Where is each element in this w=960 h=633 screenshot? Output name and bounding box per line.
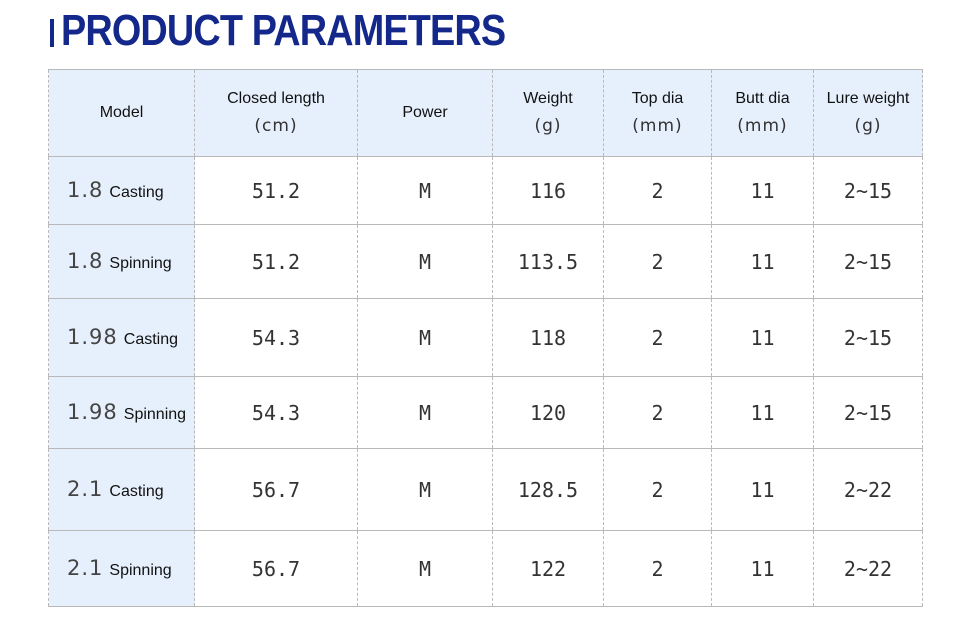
model-type: Spinning (109, 562, 172, 579)
table-row: 1.98 Spinning 54.3 M 120 2 11 2~15 (48, 376, 923, 449)
butt-cell: 11 (711, 298, 814, 377)
power-cell: M (357, 156, 493, 225)
weight-cell: 116 (492, 156, 604, 225)
model-cell: 2.1 Spinning (48, 530, 195, 607)
model-type: Spinning (123, 406, 187, 423)
butt-cell: 11 (711, 530, 814, 607)
weight-cell: 128.5 (492, 448, 604, 531)
table-row: 1.8 Casting 51.2 M 116 2 11 2~15 (48, 156, 923, 225)
butt-cell: 11 (711, 448, 814, 531)
column-header: Lure weight (g) (813, 69, 923, 157)
power-cell: M (357, 448, 493, 531)
header-label: Lure weight (826, 90, 910, 107)
model-type: Casting (109, 184, 164, 201)
top-cell: 2 (603, 156, 712, 225)
table-row: 2.1 Spinning 56.7 M 122 2 11 2~22 (48, 530, 923, 607)
header-row: Model Closed length (cm) Power Weight (g) Top … (48, 69, 923, 157)
power-cell: M (357, 224, 493, 299)
power-cell: M (357, 530, 493, 607)
header-unit: (mm) (737, 116, 788, 136)
header-label: Power (402, 104, 448, 121)
model-cell: 1.8 Spinning (48, 224, 195, 299)
table-row: 2.1 Casting 56.7 M 128.5 2 11 2~22 (48, 448, 923, 531)
model-length: 1.98 (67, 400, 118, 424)
lure-cell: 2~15 (813, 298, 923, 377)
top-cell: 2 (603, 298, 712, 377)
column-header: Model (48, 69, 195, 157)
model-type: Casting (109, 483, 164, 500)
closed-cell: 51.2 (194, 224, 358, 299)
top-cell: 2 (603, 448, 712, 531)
column-header: Top dia (mm) (603, 69, 712, 157)
header-unit: (g) (854, 116, 882, 136)
title-accent-bar (50, 19, 54, 47)
model-cell: 1.98 Spinning (48, 376, 195, 449)
lure-cell: 2~22 (813, 530, 923, 607)
lure-cell: 2~15 (813, 376, 923, 449)
butt-cell: 11 (711, 224, 814, 299)
lure-cell: 2~15 (813, 156, 923, 225)
model-length: 2.1 (67, 556, 104, 580)
model-length: 1.98 (67, 325, 118, 349)
model-length: 2.1 (67, 477, 104, 501)
top-cell: 2 (603, 224, 712, 299)
closed-cell: 54.3 (194, 298, 358, 377)
model-type: Casting (123, 331, 179, 348)
header-label: Top dia (631, 90, 684, 107)
lure-cell: 2~15 (813, 224, 923, 299)
weight-cell: 113.5 (492, 224, 604, 299)
column-header: Closed length (cm) (194, 69, 358, 157)
closed-cell: 54.3 (194, 376, 358, 449)
weight-cell: 120 (492, 376, 604, 449)
header-unit: (g) (534, 116, 562, 136)
top-cell: 2 (603, 376, 712, 449)
top-cell: 2 (603, 530, 712, 607)
model-type: Spinning (109, 255, 172, 272)
power-cell: M (357, 376, 493, 449)
header-label: Weight (523, 90, 573, 107)
closed-cell: 51.2 (194, 156, 358, 225)
model-cell: 1.98 Casting (48, 298, 195, 377)
page-title: PRODUCT PARAMETERS (61, 6, 506, 55)
table-row: 1.98 Casting 54.3 M 118 2 11 2~15 (48, 298, 923, 377)
header-label: Model (99, 104, 144, 121)
power-cell: M (357, 298, 493, 377)
header-label: Butt dia (735, 90, 790, 107)
column-header: Weight (g) (492, 69, 604, 157)
model-length: 1.8 (67, 178, 104, 202)
column-header: Butt dia (mm) (711, 69, 814, 157)
weight-cell: 122 (492, 530, 604, 607)
header-unit: (mm) (632, 116, 683, 136)
parameters-table: Model Closed length (cm) Power Weight (g) Top … (48, 69, 923, 607)
butt-cell: 11 (711, 376, 814, 449)
model-cell: 2.1 Casting (48, 448, 195, 531)
weight-cell: 118 (492, 298, 604, 377)
header-unit: (cm) (254, 116, 298, 136)
model-length: 1.8 (67, 249, 104, 273)
lure-cell: 2~22 (813, 448, 923, 531)
column-header: Power (357, 69, 493, 157)
closed-cell: 56.7 (194, 530, 358, 607)
butt-cell: 11 (711, 156, 814, 225)
table-row: 1.8 Spinning 51.2 M 113.5 2 11 2~15 (48, 224, 923, 299)
header-label: Closed length (227, 90, 325, 107)
closed-cell: 56.7 (194, 448, 358, 531)
model-cell: 1.8 Casting (48, 156, 195, 225)
